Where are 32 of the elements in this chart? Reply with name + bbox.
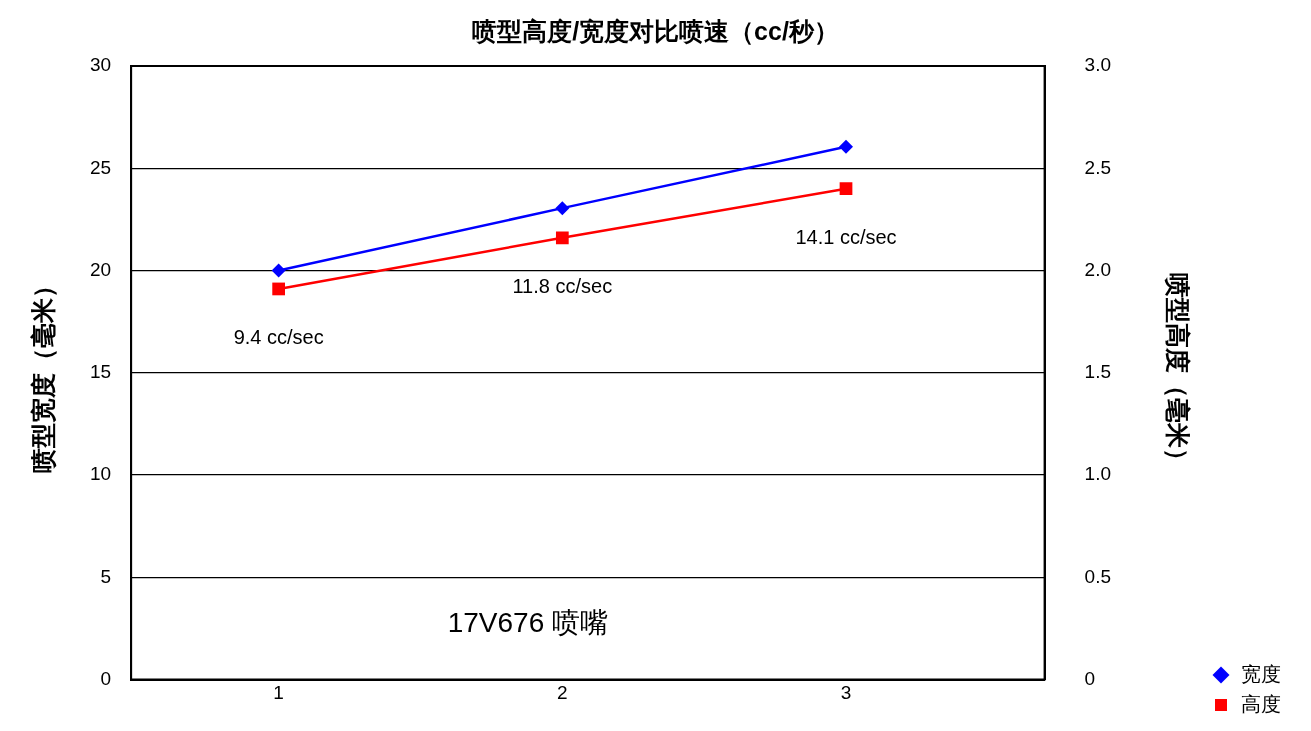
annotation: 14.1 cc/sec [795,226,897,249]
x-tick-label: 1 [273,682,284,704]
point [555,201,570,216]
chart-title: 喷型高度/宽度对比喷速（cc/秒） [472,16,839,45]
y2-tick-label: 2.0 [1084,258,1112,280]
annotation: 9.4 cc/sec [233,326,324,349]
y-tick-label: 15 [89,361,112,383]
point [839,139,854,154]
point [555,231,569,245]
y2-tick-label: 2.5 [1084,156,1112,178]
y-tick-label: 10 [89,463,112,485]
y-tick-label: 0 [100,667,112,689]
y2-tick-label: 1.5 [1084,361,1112,383]
y2-tick-label: 0 [1084,667,1096,689]
x-tick-label: 2 [557,682,568,704]
y-tick-label: 5 [100,565,112,587]
annotation: 11.8 cc/sec [512,275,613,298]
y2-tick-label: 1.0 [1084,463,1112,485]
y-tick-label: 20 [89,258,112,280]
y-axis-title: 喷型宽度（毫米） [28,272,57,473]
y-tick-label: 25 [89,156,112,178]
legend-label: 宽度 [1241,662,1281,685]
y-tick-label: 30 [89,54,112,76]
point [271,263,286,278]
x-tick-label: 3 [840,682,852,704]
y2-axis-title: 喷型高度（毫米） [1164,272,1193,473]
point [272,282,286,296]
y2-tick-label: 0.5 [1084,565,1112,587]
y2-tick-label: 3.0 [1084,54,1112,76]
point [839,182,853,196]
annotation: 17V676 喷嘴 [447,607,609,639]
legend-label: 高度 [1241,692,1281,715]
